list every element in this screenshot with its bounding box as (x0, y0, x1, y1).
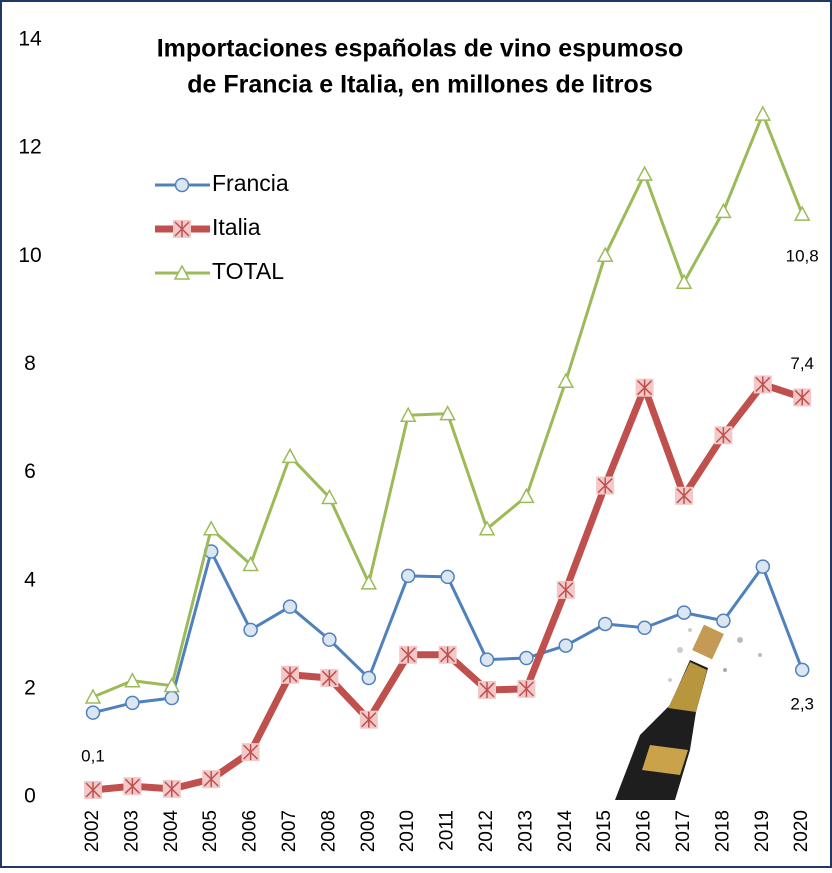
x-tick-label: 2008 (318, 810, 339, 852)
x-tick-label: 2017 (673, 810, 694, 852)
point (163, 780, 181, 798)
data-label: 7,4 (790, 354, 814, 373)
x-tick-label: 2004 (161, 810, 182, 853)
point (675, 487, 693, 505)
point (754, 375, 772, 393)
point (517, 680, 535, 698)
chart-title: Importaciones españolas de vino espumoso (157, 35, 684, 63)
data-label: 10,8 (786, 247, 819, 266)
point (638, 621, 651, 634)
point (599, 617, 612, 630)
x-tick-label: 2013 (515, 810, 536, 852)
point (242, 743, 260, 761)
point (84, 781, 102, 799)
point (173, 220, 191, 238)
x-tick-label: 2003 (121, 810, 142, 852)
legend-label: Francia (212, 170, 289, 196)
x-tick-label: 2020 (791, 810, 812, 852)
point (678, 606, 691, 619)
point (360, 711, 378, 729)
point (793, 388, 811, 406)
point (244, 623, 257, 636)
point (481, 653, 494, 666)
x-tick-label: 2005 (200, 810, 221, 852)
chart-border (1, 1, 831, 867)
x-tick-label: 2002 (82, 810, 103, 852)
point (439, 646, 457, 664)
legend-label: Italia (212, 214, 261, 240)
point (717, 614, 730, 627)
chart-title: de Francia e Italia, en millones de litr… (187, 71, 652, 99)
x-tick-label: 2012 (476, 810, 497, 852)
point (123, 777, 141, 795)
point (362, 672, 375, 685)
y-tick-label: 6 (24, 460, 36, 483)
chart: Importaciones españolas de vino espumoso… (0, 0, 832, 868)
point (323, 633, 336, 646)
point (202, 770, 220, 788)
y-tick-label: 8 (24, 352, 36, 375)
point (320, 669, 338, 687)
point (559, 639, 572, 652)
x-tick-label: 2006 (240, 810, 261, 852)
y-tick-label: 2 (24, 676, 36, 699)
point (284, 600, 297, 613)
x-tick-label: 2018 (712, 810, 733, 852)
legend-label: TOTAL (212, 258, 284, 284)
point (796, 663, 809, 676)
x-tick-label: 2010 (397, 810, 418, 852)
x-tick-label: 2011 (437, 810, 458, 851)
point (478, 681, 496, 699)
x-tick-label: 2015 (594, 810, 615, 852)
point (399, 646, 417, 664)
point (557, 581, 575, 599)
x-tick-label: 2014 (555, 810, 576, 853)
y-tick-label: 0 (24, 785, 36, 808)
point (520, 652, 533, 665)
point (441, 570, 454, 583)
y-tick-label: 14 (18, 28, 42, 51)
point (87, 706, 100, 719)
data-label: 0,1 (81, 746, 105, 765)
point (636, 379, 654, 397)
point (596, 477, 614, 495)
point (176, 179, 189, 192)
x-tick-label: 2007 (279, 810, 300, 852)
data-label: 2,3 (790, 694, 814, 713)
y-tick-label: 10 (18, 244, 41, 267)
x-tick-label: 2016 (634, 810, 655, 852)
x-tick-label: 2019 (752, 810, 773, 852)
point (165, 692, 178, 705)
point (281, 666, 299, 684)
y-tick-label: 4 (24, 568, 36, 591)
point (126, 696, 139, 709)
y-tick-label: 12 (18, 136, 41, 159)
x-tick-label: 2009 (358, 810, 379, 852)
point (402, 569, 415, 582)
point (756, 560, 769, 573)
point (714, 426, 732, 444)
